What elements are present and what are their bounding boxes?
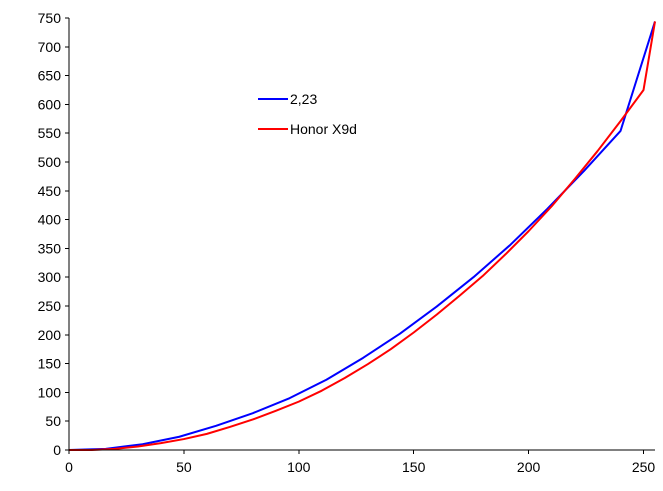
plot-area	[68, 21, 656, 451]
y-tick-label: 250	[38, 298, 62, 314]
y-tick-label: 750	[38, 10, 62, 26]
y-tick-label: 500	[38, 154, 62, 170]
x-tick-label: 150	[402, 459, 426, 475]
y-tick-label: 0	[53, 442, 61, 458]
legend-label-0: 2,23	[290, 91, 317, 107]
y-tick-label: 100	[38, 384, 62, 400]
y-tick-label: 350	[38, 240, 62, 256]
x-tick-label: 0	[65, 459, 73, 475]
y-tick-label: 300	[38, 269, 62, 285]
y-tick-label: 700	[38, 39, 62, 55]
series-line-1	[69, 21, 656, 451]
series-line-0	[68, 21, 656, 451]
y-tick-label: 400	[38, 212, 62, 228]
x-tick-label: 250	[632, 459, 656, 475]
y-tick-label: 150	[38, 356, 62, 372]
y-tick-label: 600	[38, 96, 62, 112]
y-tick-label: 450	[38, 183, 62, 199]
y-tick-label: 200	[38, 327, 62, 343]
y-tick-label: 50	[45, 413, 61, 429]
x-tick-label: 200	[517, 459, 541, 475]
legend: 2,23 Honor X9d	[258, 91, 357, 137]
y-tick-label: 650	[38, 68, 62, 84]
x-tick-label: 50	[176, 459, 192, 475]
x-tick-label: 100	[287, 459, 311, 475]
axes: 0501001502002503003504004505005506006507…	[38, 10, 656, 475]
y-tick-label: 550	[38, 125, 62, 141]
legend-label-1: Honor X9d	[290, 121, 357, 137]
